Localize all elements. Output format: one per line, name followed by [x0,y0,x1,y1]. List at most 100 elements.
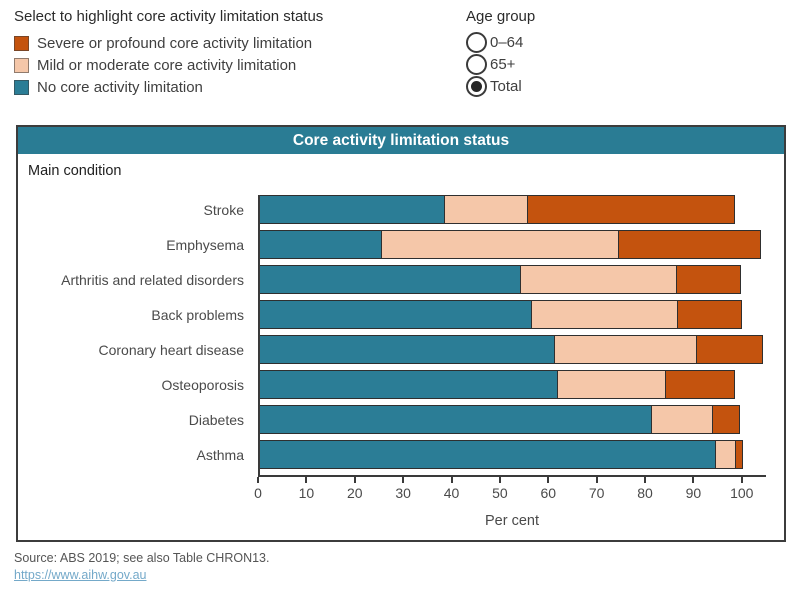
bar-diabetes [258,405,740,434]
x-axis-tick [740,477,743,483]
radio-dot [471,80,482,92]
age-group-legend: Age group 0–64 65+ Total [466,8,535,97]
bar-segment-mild[interactable] [553,335,697,364]
bar-segment-mild[interactable] [650,405,713,434]
bar-arthritis-and-related-disorders [258,265,742,294]
x-axis-tick [644,477,647,483]
x-axis-tick [595,477,598,483]
highlight-legend-items: Severe or profound core activity limitat… [14,32,323,98]
bar-row: Emphysema [18,230,784,259]
bar-row: Coronary heart disease [18,335,784,364]
x-axis-tick [305,477,308,483]
bar-segment-none[interactable] [258,405,652,434]
bar-segment-mild[interactable] [381,230,620,259]
x-axis-tick [450,477,453,483]
radio-icon [466,75,487,97]
bar-row: Back problems [18,300,784,329]
bar-segment-severe[interactable] [527,195,735,224]
bar-segment-none[interactable] [258,440,716,469]
legend-item-severe[interactable]: Severe or profound core activity limitat… [14,32,323,54]
age-group-options: 0–64 65+ Total [466,31,535,97]
bar-emphysema [258,230,762,259]
highlight-legend-title: Select to highlight core activity limita… [14,8,324,25]
y-axis-line [258,195,260,475]
legend-swatch-none [14,79,29,95]
bar-stroke [258,195,735,224]
bar-segment-mild[interactable] [557,370,666,399]
bar-osteoporosis [258,370,736,399]
x-axis-tick-label: 10 [298,485,315,501]
legend-swatch-severe [14,35,29,51]
bar-back-problems [258,300,742,329]
bar-row: Stroke [18,195,784,224]
x-axis-tick-label: 60 [540,485,557,501]
bar-asthma [258,440,744,469]
bar-segment-mild[interactable] [714,440,737,469]
bar-segment-severe[interactable] [618,230,762,259]
bar-segment-severe[interactable] [676,265,742,294]
category-label: Diabetes [188,411,244,428]
category-label: Osteoporosis [161,376,244,393]
category-label: Emphysema [166,236,244,253]
radio-icon [466,53,487,75]
bar-segment-severe[interactable] [677,300,742,329]
category-label: Coronary heart disease [98,341,244,358]
x-axis-tick-label: 0 [254,485,262,501]
bar-row: Osteoporosis [18,370,784,399]
category-label: Arthritis and related disorders [61,271,244,288]
chart-panel: Core activity limitation status Main con… [16,125,786,542]
x-axis-tick-label: 20 [346,485,363,501]
x-axis-tick-label: 30 [395,485,411,501]
x-axis-tick-label: 90 [685,485,702,501]
row-axis-label: Main condition [28,163,122,179]
legend-item-mild[interactable]: Mild or moderate core activity limitatio… [14,54,323,76]
bar-segment-none[interactable] [258,370,558,399]
bar-segment-severe[interactable] [664,370,736,399]
bar-segment-severe[interactable] [735,440,744,469]
bar-segment-severe[interactable] [695,335,764,364]
x-axis-tick-label: 70 [588,485,605,501]
age-option-label: 0–64 [490,33,524,51]
age-option-0-64[interactable]: 0–64 [466,31,535,53]
age-option-label: Total [490,77,522,95]
x-axis-tick-label: 40 [443,485,460,501]
bar-coronary-heart-disease [258,335,764,364]
source-note: Source: ABS 2019; see also Table CHRON13… [14,551,270,565]
bar-segment-mild[interactable] [444,195,529,224]
stacked-bar-chart: Stroke Emphysema Arthritis and related dis… [18,195,784,529]
bar-segment-mild[interactable] [519,265,678,294]
x-axis-tick-label: 50 [492,485,508,501]
bar-segment-severe[interactable] [711,405,740,434]
bar-segment-none[interactable] [258,335,555,364]
bar-row: Diabetes [18,405,784,434]
legend-item-label: Mild or moderate core activity limitatio… [37,56,297,74]
legend-item-label: No core activity limitation [37,78,203,96]
x-axis-tick [257,477,259,483]
age-group-legend-title: Age group [466,8,536,25]
x-axis-tick [353,477,356,483]
bar-row: Asthma [18,440,784,469]
x-axis-tick-label: 100 [730,485,754,501]
bar-segment-mild[interactable] [530,300,679,329]
bar-row: Arthritis and related disorders [18,265,784,294]
bar-segment-none[interactable] [258,230,383,259]
category-label: Stroke [203,201,244,218]
x-axis-tick-label: 80 [637,485,653,501]
category-label: Asthma [196,446,244,463]
age-option-65plus[interactable]: 65+ [466,53,535,75]
x-axis-tick [547,477,550,483]
legend-item-label: Severe or profound core activity limitat… [37,34,313,52]
x-axis-tick [692,477,695,483]
legend-item-none[interactable]: No core activity limitation [14,76,323,98]
x-axis-tick [498,477,501,483]
bar-segment-none[interactable] [258,300,532,329]
source-link[interactable]: https://www.aihw.gov.au [14,568,147,582]
category-label: Back problems [151,306,244,323]
bar-segment-none[interactable] [258,265,521,294]
bar-segment-none[interactable] [258,195,446,224]
legend-swatch-mild [14,57,29,73]
chart-title: Core activity limitation status [18,127,784,154]
age-option-label: 65+ [490,55,516,73]
age-option-total[interactable]: Total [466,75,535,97]
x-axis-tick [402,477,405,483]
